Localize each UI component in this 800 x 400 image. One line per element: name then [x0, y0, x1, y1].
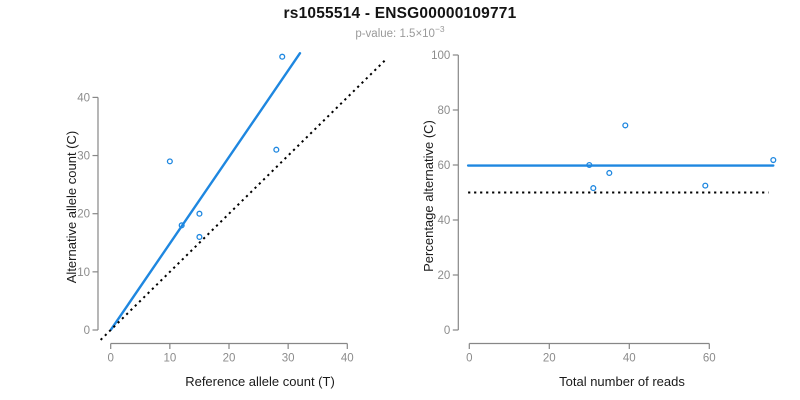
data-point: [273, 146, 280, 153]
pvalue-mantissa: 1.5×10: [399, 27, 435, 40]
identity-line: [99, 57, 388, 341]
data-point: [590, 185, 597, 192]
y-axis-title: Alternative allele count (C): [64, 131, 79, 283]
y-tick-label: 0: [444, 325, 450, 337]
y-tick-label: 100: [431, 50, 450, 62]
y-tick-label: 10: [77, 267, 90, 279]
plot-percentage-vs-reads: 0 20 40 60 80 100 0 20 40 60 Total number of reads…: [421, 50, 777, 389]
y-tick-label: 40: [438, 215, 451, 227]
x-tick-label: 0: [107, 353, 113, 365]
pvalue-exponent: −3: [434, 24, 445, 34]
y-tick-label: 0: [84, 325, 90, 337]
data-point: [196, 233, 203, 241]
y-axis-title: Percentage alternative (C): [421, 120, 436, 272]
data-point: [702, 182, 709, 189]
x-tick-label: 10: [163, 353, 176, 365]
y-tick-label: 80: [438, 105, 451, 117]
x-tick-label: 0: [466, 353, 472, 365]
data-point: [279, 53, 286, 60]
data-point: [606, 169, 613, 177]
data-point: [622, 122, 629, 129]
y-tick-label: 40: [77, 92, 90, 104]
x-tick-label: 30: [282, 353, 295, 365]
data-point: [196, 210, 203, 217]
data-point: [586, 161, 593, 169]
x-tick-label: 60: [703, 353, 716, 365]
y-tick-label: 20: [77, 209, 90, 221]
pvalue-subtitle: p-value: 1.5×10−3: [0, 24, 800, 40]
plot-allele-counts: 0 10 20 30 40 0 10 20 30 40 Reference allele count…: [64, 52, 388, 389]
y-tick-label: 20: [438, 270, 451, 282]
x-tick-label: 40: [341, 353, 354, 365]
pvalue-label: p-value:: [355, 27, 397, 40]
y-tick-label: 30: [77, 151, 90, 163]
x-axis-title: Reference allele count (T): [185, 374, 335, 389]
x-tick-label: 20: [223, 353, 236, 365]
fit-line: [109, 52, 302, 331]
data-point: [770, 157, 777, 164]
x-axis-title: Total number of reads: [559, 374, 685, 389]
y-tick-label: 60: [438, 160, 451, 172]
x-tick-label: 20: [543, 353, 556, 365]
page-title: rs1055514 - ENSG00000109771: [283, 5, 517, 22]
data-point: [178, 222, 185, 229]
figure-header: rs1055514 - ENSG00000109771 p-value: 1.5…: [0, 5, 800, 40]
data-point: [166, 158, 173, 165]
x-tick-label: 40: [623, 353, 636, 365]
